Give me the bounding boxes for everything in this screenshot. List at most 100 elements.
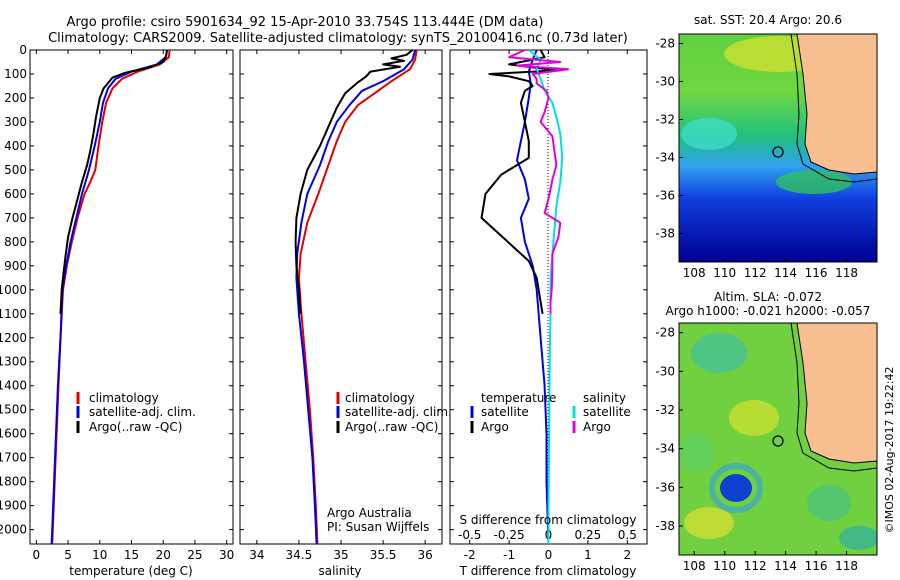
x-tick-label: 10 bbox=[92, 548, 107, 562]
figure-title-line1: Argo profile: csiro 5901634_92 15-Apr-20… bbox=[67, 15, 544, 30]
lat-tick-label: -34 bbox=[655, 442, 675, 456]
sla-map-image bbox=[679, 323, 877, 555]
depth-tick-label: 1100 bbox=[0, 307, 27, 321]
figure-title-line2: Climatology: CARS2009. Satellite-adjuste… bbox=[48, 31, 628, 46]
temperature-profile-panel: 0100200300400500600700800900100011001200… bbox=[0, 43, 234, 578]
lon-tick-label: 114 bbox=[774, 266, 797, 280]
float-position-marker bbox=[772, 435, 784, 447]
series-line bbox=[51, 49, 171, 545]
sla-map-axes: 108 110 112 114 116 118 -28 -30 -32 -34 -36 -38 bbox=[655, 326, 858, 573]
legend-label-climatology: climatology bbox=[89, 391, 159, 405]
temperature-series bbox=[50, 49, 171, 545]
imos-credit: ©IMOS 02-Aug-2017 19:22:42 bbox=[883, 367, 896, 534]
s-tick-label: -0.5 bbox=[458, 528, 481, 542]
depth-tick-label: 1800 bbox=[0, 475, 27, 489]
lat-tick-label: -28 bbox=[655, 37, 675, 51]
series-line bbox=[295, 49, 417, 545]
land-mass bbox=[797, 323, 877, 463]
salinity-series bbox=[294, 49, 418, 545]
sla-patch bbox=[679, 433, 715, 473]
salinity-x-label: salinity bbox=[318, 564, 361, 578]
legend-label-s-argo: Argo bbox=[583, 420, 611, 434]
lon-tick-label: 110 bbox=[713, 559, 736, 573]
depth-tick-label: 1000 bbox=[0, 283, 27, 297]
sla-patch bbox=[729, 400, 779, 436]
lon-tick-label: 114 bbox=[774, 559, 797, 573]
sla-patch bbox=[807, 485, 851, 521]
x-tick-label: -1 bbox=[503, 548, 515, 562]
coastline bbox=[796, 34, 877, 175]
isobath-contour bbox=[790, 34, 877, 183]
lat-tick-label: -30 bbox=[655, 75, 675, 89]
salinity-legend: climatology satellite-adj. clim. Argo(..… bbox=[336, 391, 452, 434]
lat-tick-label: -36 bbox=[655, 189, 675, 203]
series-line bbox=[297, 49, 418, 545]
depth-tick-label: 1300 bbox=[0, 355, 27, 369]
sst-cool-patch bbox=[681, 118, 737, 150]
sla-map-frame bbox=[678, 322, 878, 556]
x-tick-label: 34.5 bbox=[286, 548, 313, 562]
lat-tick-label: -28 bbox=[655, 326, 675, 340]
legend-label-satellite: satellite-adj. clim. bbox=[345, 405, 452, 419]
x-tick-label: 34 bbox=[249, 548, 264, 562]
sla-low-eddy bbox=[720, 474, 752, 502]
s-tick-label: 0.5 bbox=[618, 528, 637, 542]
land-mass bbox=[797, 34, 877, 174]
series-line bbox=[59, 49, 168, 314]
sla-map-title: Altim. SLA: -0.072 bbox=[714, 290, 822, 304]
legend-label-argo: Argo(..raw -QC) bbox=[89, 420, 182, 434]
series-line bbox=[50, 49, 168, 545]
depth-tick-label: 100 bbox=[4, 67, 27, 81]
x-tick-label: 0 bbox=[33, 548, 41, 562]
lon-tick-label: 110 bbox=[713, 266, 736, 280]
series-line bbox=[528, 49, 564, 544]
legend-label-t-satellite: satellite bbox=[481, 405, 529, 419]
legend-label-satellite: satellite-adj. clim. bbox=[89, 405, 196, 419]
depth-tick-label: 900 bbox=[4, 259, 27, 273]
lat-tick-label: -32 bbox=[655, 113, 675, 127]
depth-tick-label: 500 bbox=[4, 163, 27, 177]
lon-tick-label: 118 bbox=[835, 266, 858, 280]
x-tick-label: 35 bbox=[333, 548, 348, 562]
salinity-annotation-line1: Argo Australia bbox=[327, 506, 412, 520]
s-difference-label: S difference from climatology bbox=[460, 513, 637, 527]
series-line bbox=[516, 49, 550, 545]
x-tick-label: 30 bbox=[219, 548, 234, 562]
series-line bbox=[294, 49, 414, 314]
depth-tick-label: 2000 bbox=[0, 523, 27, 537]
series-line bbox=[508, 49, 570, 314]
lat-tick-label: -32 bbox=[655, 403, 675, 417]
sst-map-axes: 108 110 112 114 116 118 -28 -30 -32 -34 -36 -38 bbox=[655, 37, 858, 281]
lon-tick-label: 108 bbox=[683, 266, 706, 280]
legend-title-temperature: temperature bbox=[481, 391, 556, 405]
lon-tick-label: 116 bbox=[805, 559, 828, 573]
coastline bbox=[796, 323, 877, 464]
salinity-annotation-line2: PI: Susan Wijffels bbox=[327, 520, 429, 534]
salinity-profile-panel: 34 34.5 35 35.5 36 salinity climatology sate… bbox=[239, 49, 452, 578]
lon-tick-label: 112 bbox=[744, 266, 767, 280]
depth-tick-label: 400 bbox=[4, 139, 27, 153]
temperature-x-label: temperature (deg C) bbox=[69, 564, 192, 578]
lon-tick-label: 112 bbox=[744, 559, 767, 573]
depth-tick-label: 0 bbox=[19, 43, 27, 57]
lat-tick-label: -34 bbox=[655, 151, 675, 165]
depth-tick-label: 800 bbox=[4, 235, 27, 249]
salinity-plot-frame bbox=[239, 49, 443, 545]
depth-axis: 0 100 200 300 400 500 600 700 800 900 1000 1100 1200… bbox=[0, 43, 233, 537]
lon-tick-label: 118 bbox=[835, 559, 858, 573]
salinity-x-axis: 34 34.5 35 35.5 36 bbox=[240, 49, 442, 562]
depth-tick-label: 1600 bbox=[0, 427, 27, 441]
x-tick-label: -2 bbox=[464, 548, 476, 562]
sla-patch bbox=[684, 507, 734, 539]
x-tick-label: 25 bbox=[187, 548, 202, 562]
s-tick-label: -0.25 bbox=[494, 528, 525, 542]
legend-label-argo: Argo(..raw -QC) bbox=[345, 420, 438, 434]
depth-tick-label: 1700 bbox=[0, 451, 27, 465]
sla-map-subtitle: Argo h1000: -0.021 h2000: -0.057 bbox=[666, 304, 871, 318]
sla-patch bbox=[839, 526, 877, 550]
temperature-x-axis: 0 5 10 15 20 25 30 bbox=[33, 50, 234, 562]
series-line bbox=[480, 49, 558, 314]
sst-map-image bbox=[679, 34, 877, 262]
lat-tick-label: -38 bbox=[655, 227, 675, 241]
